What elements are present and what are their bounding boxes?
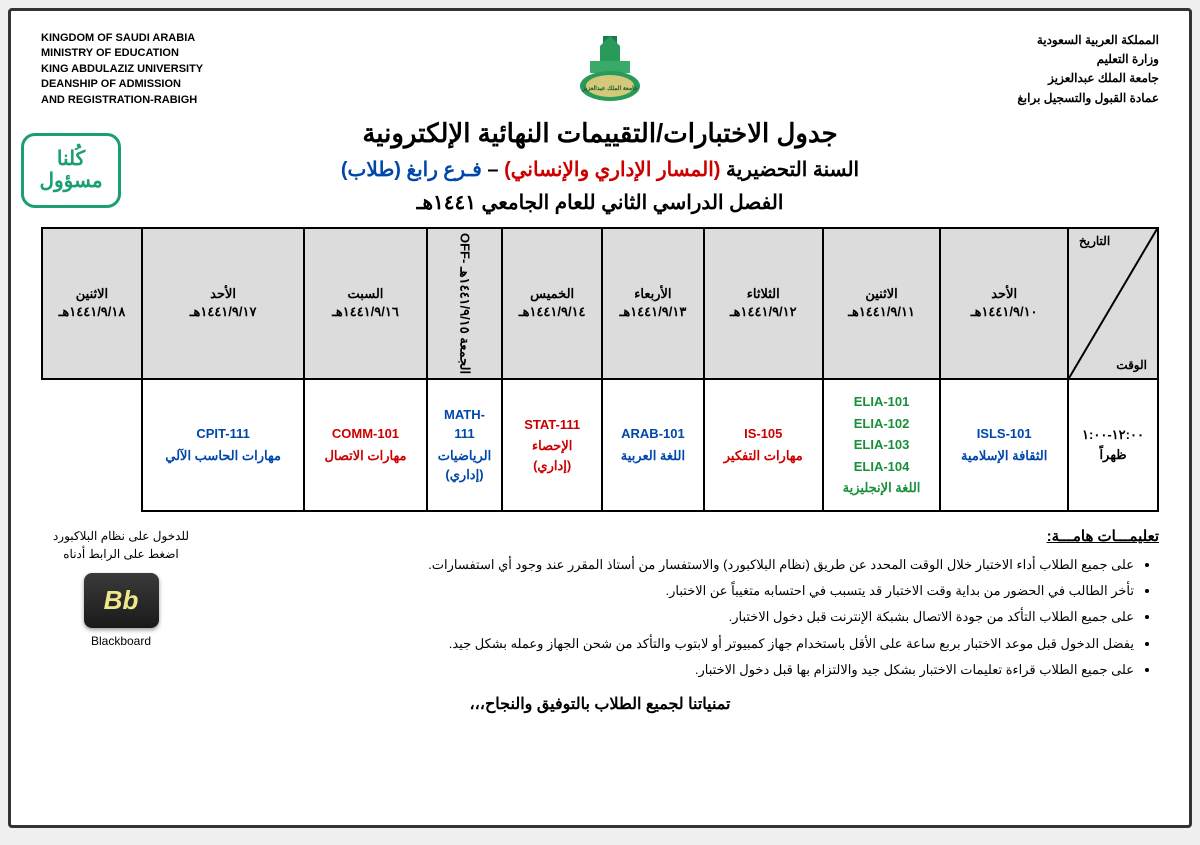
day-header: الأحد١٤٤١/٩/١٠هـ xyxy=(940,228,1068,379)
header-arabic: المملكة العربية السعودية وزارة التعليم ج… xyxy=(1017,31,1159,108)
header-ar-line: جامعة الملك عبدالعزيز xyxy=(1017,69,1159,88)
instructions-section: تعليمـــات هامـــة: على جميع الطلاب أداء… xyxy=(41,527,1159,685)
main-title: جدول الاختبارات/التقييمات النهائية الإلك… xyxy=(41,118,1159,149)
blackboard-logo-icon: Bb xyxy=(84,573,159,628)
instructions-list: على جميع الطلاب أداء الاختبار خلال الوقت… xyxy=(231,553,1159,682)
exam-schedule-table: التاريخ الوقت الأحد١٤٤١/٩/١٠هـ الاثنين١٤… xyxy=(41,227,1159,512)
header: KINGDOM OF SAUDI ARABIA MINISTRY OF EDUC… xyxy=(41,31,1159,108)
header-english: KINGDOM OF SAUDI ARABIA MINISTRY OF EDUC… xyxy=(41,31,203,108)
day-header: الخميس١٤٤١/٩/١٤هـ xyxy=(502,228,602,379)
title-block: كُلنا مسؤول جدول الاختبارات/التقييمات ال… xyxy=(41,118,1159,215)
svg-text:جامعة الملك عبدالعزيز: جامعة الملك عبدالعزيز xyxy=(582,85,639,92)
course-cell: STAT-111الإحصاء(إداري) xyxy=(502,379,602,511)
course-cell: CPIT-111مهارات الحاسب الآلي xyxy=(142,379,304,511)
table-row: ١٢:٠٠-١:٠٠ ظهراً ISLS-101الثقافة الإسلام… xyxy=(42,379,1158,511)
day-header: الثلاثاء١٤٤١/٩/١٢هـ xyxy=(704,228,823,379)
header-en-line: DEANSHIP OF ADMISSION xyxy=(41,77,203,92)
instructions: تعليمـــات هامـــة: على جميع الطلاب أداء… xyxy=(231,527,1159,685)
blackboard-label: Blackboard xyxy=(84,632,159,650)
course-cell: ARAB-101اللغة العربية xyxy=(602,379,704,511)
course-cell: ISLS-101الثقافة الإسلامية xyxy=(940,379,1068,511)
header-ar-line: وزارة التعليم xyxy=(1017,50,1159,69)
blackboard-link[interactable]: Bb Blackboard xyxy=(84,573,159,650)
course-cell: ELIA-101 ELIA-102 ELIA-103 ELIA-104 اللغ… xyxy=(823,379,941,511)
responsibility-badge: كُلنا مسؤول xyxy=(21,133,121,208)
off-day-cell: الجمعة ١٤٤١/٩/١٥هـ -OFF xyxy=(427,228,503,379)
course-cell: MATH-111الرياضيات(إداري) xyxy=(427,379,503,511)
day-header: السبت١٤٤١/٩/١٦هـ xyxy=(304,228,427,379)
header-en-line: KINGDOM OF SAUDI ARABIA xyxy=(41,31,203,46)
blackboard-side: للدخول على نظام البلاكبورد اضغط على الرا… xyxy=(41,527,201,685)
header-ar-line: عمادة القبول والتسجيل برابغ xyxy=(1017,89,1159,108)
date-time-header: التاريخ الوقت xyxy=(1068,228,1158,379)
table-header-row: التاريخ الوقت الأحد١٤٤١/٩/١٠هـ الاثنين١٤… xyxy=(42,228,1158,379)
instruction-item: على جميع الطلاب أداء الاختبار خلال الوقت… xyxy=(231,553,1134,576)
document-page: KINGDOM OF SAUDI ARABIA MINISTRY OF EDUC… xyxy=(8,8,1192,828)
instruction-item: على جميع الطلاب التأكد من جودة الاتصال ب… xyxy=(231,605,1134,628)
day-header: الاثنين١٤٤١/٩/١٨هـ xyxy=(42,228,142,379)
instruction-item: تأخر الطالب في الحضور من بداية وقت الاخت… xyxy=(231,579,1134,602)
logo-icon: جامعة الملك عبدالعزيز xyxy=(575,31,645,106)
course-cell: IS-105مهارات التفكير xyxy=(704,379,823,511)
instructions-title: تعليمـــات هامـــة: xyxy=(231,527,1159,545)
day-header: الأربعاء١٤٤١/٩/١٣هـ xyxy=(602,228,704,379)
instruction-item: على جميع الطلاب قراءة تعليمات الاختبار ب… xyxy=(231,658,1134,681)
header-ar-line: المملكة العربية السعودية xyxy=(1017,31,1159,50)
instruction-item: يفضل الدخول قبل موعد الاختبار بربع ساعة … xyxy=(231,632,1134,655)
day-header: الاثنين١٤٤١/٩/١١هـ xyxy=(823,228,941,379)
header-en-line: KING ABDULAZIZ UNIVERSITY xyxy=(41,62,203,77)
header-en-line: AND REGISTRATION-RABIGH xyxy=(41,93,203,108)
course-cell: COMM-101مهارات الاتصال xyxy=(304,379,427,511)
semester-title: الفصل الدراسي الثاني للعام الجامعي ١٤٤١ه… xyxy=(41,190,1159,215)
day-header: الأحد١٤٤١/٩/١٧هـ xyxy=(142,228,304,379)
university-logo: جامعة الملك عبدالعزيز xyxy=(575,31,645,106)
badge-text: كُلنا مسؤول xyxy=(39,148,102,192)
blackboard-prompt: للدخول على نظام البلاكبورد اضغط على الرا… xyxy=(41,527,201,563)
wishes-text: تمنياتنا لجميع الطلاب بالتوفيق والنجاح،،… xyxy=(41,694,1159,714)
subtitle: السنة التحضيرية (المسار الإداري والإنسان… xyxy=(41,157,1159,182)
time-slot-cell: ١٢:٠٠-١:٠٠ ظهراً xyxy=(1068,379,1158,511)
header-en-line: MINISTRY OF EDUCATION xyxy=(41,46,203,61)
